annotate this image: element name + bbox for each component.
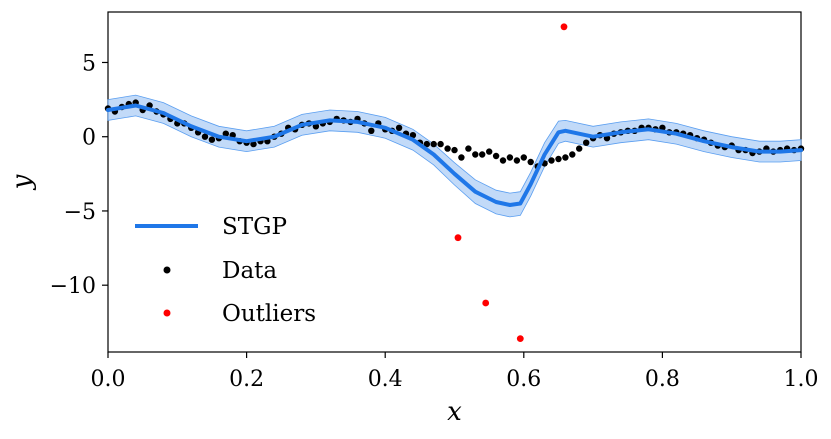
outlier-points-layer (454, 23, 568, 342)
data-point (395, 124, 403, 131)
legend: STGP Data Outliers (135, 214, 316, 327)
x-tick-label: 0.2 (229, 367, 264, 392)
y-axis-label: y (7, 174, 37, 190)
data-point (451, 146, 458, 154)
y-tick-label: 5 (82, 51, 96, 76)
outlier-point (560, 23, 568, 31)
data-point (444, 145, 451, 152)
data-point (368, 127, 375, 134)
data-point (250, 140, 257, 148)
data-point (486, 148, 493, 155)
data-point (208, 136, 216, 143)
legend-outliers-label: Outliers (222, 301, 316, 327)
data-point (513, 157, 521, 164)
data-point (423, 140, 430, 148)
data-point (437, 140, 444, 148)
outlier-point (482, 299, 490, 307)
data-point (520, 154, 527, 161)
x-tick-label: 0.4 (368, 367, 403, 392)
x-axis-ticks: 0.0 0.2 0.4 0.6 0.8 1.0 (91, 352, 819, 392)
plot-frame (107, 11, 802, 353)
outlier-point (454, 234, 462, 242)
data-point (499, 157, 507, 164)
x-axis-label: x (447, 397, 462, 427)
data-point (527, 158, 534, 166)
stgp-confidence-band (107, 94, 802, 218)
x-tick-label: 0.8 (645, 367, 680, 392)
data-point (562, 154, 569, 161)
data-point (479, 151, 486, 158)
plot-area (104, 11, 805, 353)
data-point (222, 130, 229, 137)
data-point (201, 133, 209, 140)
outlier-point (516, 335, 524, 342)
data-point (430, 140, 437, 148)
data-point (583, 139, 590, 146)
y-axis-ticks: 5 0 −5 −10 (50, 51, 108, 299)
x-tick-label: 0.0 (91, 367, 126, 392)
y-tick-label: −5 (64, 200, 96, 225)
y-tick-label: 0 (82, 126, 96, 151)
stgp-mean-line (106, 103, 803, 207)
data-point (492, 152, 500, 160)
data-point (576, 145, 583, 152)
data-point (458, 154, 465, 161)
data-point (548, 157, 555, 164)
legend-data-swatch (163, 266, 171, 274)
legend-outliers-swatch (163, 309, 171, 317)
y-tick-label: −10 (50, 274, 96, 299)
data-point (409, 132, 417, 139)
data-point (506, 154, 514, 161)
confidence-band-layer (107, 94, 802, 218)
x-tick-label: 1.0 (784, 367, 819, 392)
data-point (555, 155, 562, 163)
data-point (569, 151, 576, 158)
legend-data-label: Data (222, 258, 277, 284)
data-point (465, 145, 472, 152)
x-tick-label: 0.6 (506, 367, 541, 392)
legend-stgp-label: STGP (222, 214, 287, 240)
stgp-line-layer (106, 103, 803, 207)
data-point (472, 151, 479, 158)
